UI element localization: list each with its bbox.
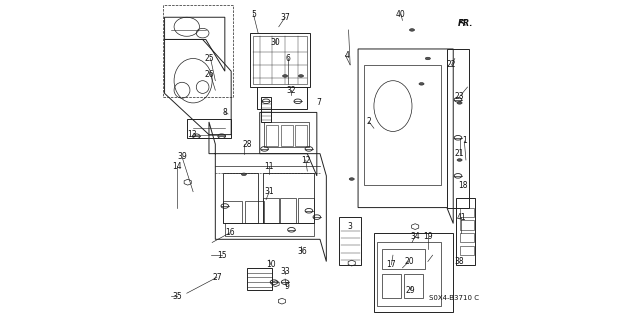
Text: 39: 39 <box>177 152 187 161</box>
Text: 35: 35 <box>172 292 182 301</box>
Text: 1: 1 <box>462 136 467 146</box>
Bar <box>404 274 423 298</box>
Text: 29: 29 <box>406 285 415 295</box>
Bar <box>280 198 296 223</box>
Text: 8: 8 <box>223 108 227 117</box>
Bar <box>298 198 314 223</box>
Text: 16: 16 <box>225 228 234 237</box>
Text: 26: 26 <box>204 70 214 79</box>
Text: 5: 5 <box>251 10 256 19</box>
Text: 33: 33 <box>280 267 290 276</box>
Ellipse shape <box>457 102 462 104</box>
Text: 4: 4 <box>344 51 349 60</box>
Text: 32: 32 <box>287 86 296 95</box>
Text: S0X4-B3710 C: S0X4-B3710 C <box>429 295 479 301</box>
Bar <box>460 246 474 255</box>
Bar <box>377 243 440 306</box>
Bar <box>266 125 278 146</box>
Text: 17: 17 <box>387 260 396 269</box>
Bar <box>295 125 307 146</box>
Text: 10: 10 <box>266 260 276 269</box>
Text: 25: 25 <box>204 54 214 63</box>
Ellipse shape <box>298 75 303 77</box>
Bar <box>263 198 279 223</box>
Ellipse shape <box>349 178 355 180</box>
Bar <box>460 233 474 243</box>
Bar <box>364 65 440 185</box>
Ellipse shape <box>410 29 415 31</box>
Text: 20: 20 <box>404 257 413 266</box>
Text: 37: 37 <box>280 13 290 22</box>
Text: 23: 23 <box>455 92 465 101</box>
Text: 31: 31 <box>264 187 274 196</box>
Text: 28: 28 <box>243 140 252 148</box>
Bar <box>281 125 292 146</box>
Bar <box>264 122 309 147</box>
Bar <box>382 249 425 269</box>
Text: 7: 7 <box>317 99 321 108</box>
Text: 21: 21 <box>455 149 465 158</box>
Text: 27: 27 <box>212 273 221 282</box>
Text: 11: 11 <box>264 162 274 171</box>
Text: 12: 12 <box>301 156 310 164</box>
Bar <box>263 173 314 223</box>
Text: 13: 13 <box>187 130 196 139</box>
Text: 36: 36 <box>298 247 307 257</box>
Text: 3: 3 <box>348 222 353 231</box>
Bar <box>460 208 474 217</box>
Text: 19: 19 <box>423 232 433 241</box>
Text: 9: 9 <box>284 282 289 292</box>
Text: 18: 18 <box>458 181 467 190</box>
Text: 38: 38 <box>455 257 465 266</box>
Bar <box>225 223 314 236</box>
Text: 40: 40 <box>396 10 406 19</box>
Bar <box>163 4 233 97</box>
Text: 14: 14 <box>172 162 182 171</box>
Bar <box>223 201 243 223</box>
Text: 34: 34 <box>410 232 420 241</box>
Bar <box>382 274 401 298</box>
Text: FR.: FR. <box>458 19 474 28</box>
Text: 22: 22 <box>447 60 456 69</box>
Ellipse shape <box>426 57 430 60</box>
Text: 15: 15 <box>217 251 227 260</box>
Text: 41: 41 <box>456 212 466 222</box>
Text: 6: 6 <box>286 54 291 63</box>
Ellipse shape <box>419 83 424 85</box>
Bar <box>223 173 258 223</box>
Ellipse shape <box>283 75 287 77</box>
Text: 30: 30 <box>271 38 280 47</box>
Bar <box>246 201 264 223</box>
Text: 2: 2 <box>367 117 372 126</box>
Ellipse shape <box>241 173 246 176</box>
Bar <box>460 220 474 230</box>
Ellipse shape <box>457 159 462 161</box>
